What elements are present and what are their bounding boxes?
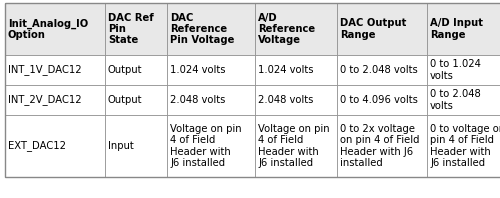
Text: EXT_DAC12: EXT_DAC12 [8, 141, 66, 151]
Bar [167, 3, 255, 55]
Bar [5, 55, 105, 85]
Bar [5, 115, 105, 177]
Text: DAC Output
Range: DAC Output Range [340, 18, 406, 40]
Bar [105, 3, 167, 55]
Bar [337, 115, 427, 177]
Bar [5, 3, 500, 177]
Bar [167, 55, 255, 85]
Text: Voltage on pin
4 of Field
Header with
J6 installed: Voltage on pin 4 of Field Header with J6… [170, 124, 242, 168]
Bar [255, 55, 337, 85]
Bar [427, 3, 500, 55]
Text: 0 to 1.024
volts: 0 to 1.024 volts [430, 59, 481, 81]
Bar [255, 115, 337, 177]
Bar [105, 85, 167, 115]
Text: Output: Output [108, 95, 142, 105]
Text: 0 to 2x voltage
on pin 4 of Field
Header with J6
installed: 0 to 2x voltage on pin 4 of Field Header… [340, 124, 419, 168]
Text: 0 to 2.048 volts: 0 to 2.048 volts [340, 65, 418, 75]
Bar [5, 85, 105, 115]
Text: 2.048 volts: 2.048 volts [170, 95, 226, 105]
Text: DAC Ref
Pin
State: DAC Ref Pin State [108, 13, 154, 45]
Bar [255, 85, 337, 115]
Bar [427, 85, 500, 115]
Bar [337, 85, 427, 115]
Bar [337, 55, 427, 85]
Text: INT_2V_DAC12: INT_2V_DAC12 [8, 95, 82, 106]
Bar [427, 115, 500, 177]
Bar [167, 85, 255, 115]
Bar [337, 3, 427, 55]
Text: A/D
Reference
Voltage: A/D Reference Voltage [258, 13, 315, 45]
Text: Init_Analog_IO
Option: Init_Analog_IO Option [8, 18, 88, 40]
Text: Input: Input [108, 141, 134, 151]
Bar [167, 115, 255, 177]
Bar [5, 3, 105, 55]
Bar [105, 115, 167, 177]
Text: 0 to 2.048
volts: 0 to 2.048 volts [430, 89, 481, 111]
Text: INT_1V_DAC12: INT_1V_DAC12 [8, 65, 82, 75]
Text: A/D Input
Range: A/D Input Range [430, 18, 483, 40]
Text: DAC
Reference
Pin Voltage: DAC Reference Pin Voltage [170, 13, 234, 45]
Text: 0 to 4.096 volts: 0 to 4.096 volts [340, 95, 418, 105]
Text: Voltage on pin
4 of Field
Header with
J6 installed: Voltage on pin 4 of Field Header with J6… [258, 124, 330, 168]
Bar [105, 55, 167, 85]
Text: 2.048 volts: 2.048 volts [258, 95, 314, 105]
Bar [255, 3, 337, 55]
Text: 1.024 volts: 1.024 volts [170, 65, 226, 75]
Text: 1.024 volts: 1.024 volts [258, 65, 314, 75]
Text: 0 to voltage on
pin 4 of Field
Header with
J6 installed: 0 to voltage on pin 4 of Field Header wi… [430, 124, 500, 168]
Text: Output: Output [108, 65, 142, 75]
Bar [427, 55, 500, 85]
